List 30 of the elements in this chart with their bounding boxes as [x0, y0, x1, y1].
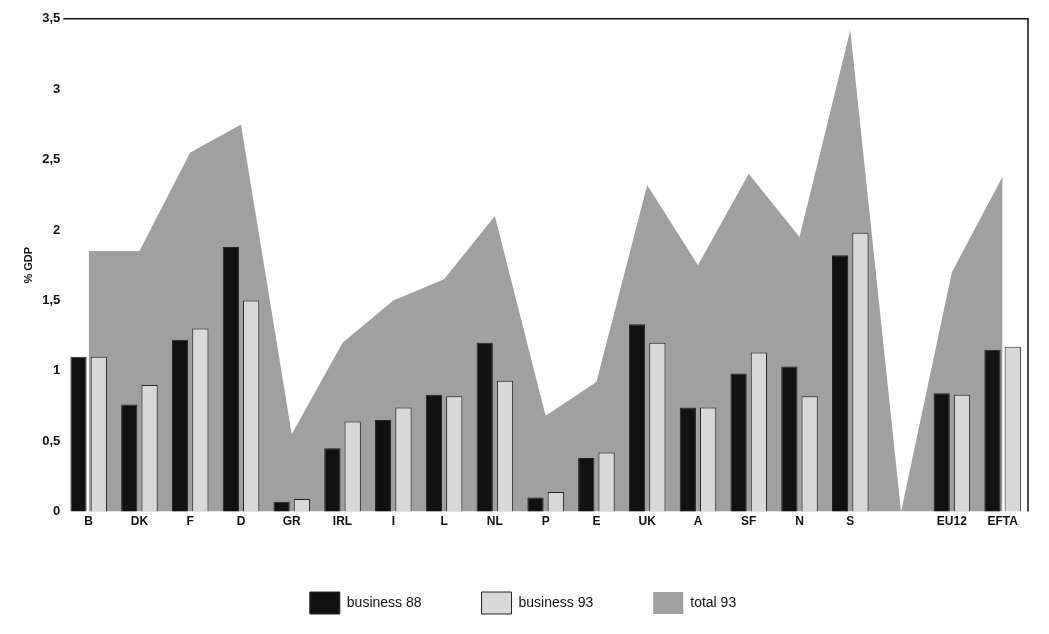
x-tick-label: GR [282, 514, 302, 529]
legend-label: business 88 [346, 593, 422, 610]
y-tick-label: 2,5 [42, 151, 61, 167]
y-tick-label: 3 [53, 80, 61, 96]
x-tick-label: I [391, 514, 395, 529]
x-tick-label: EFTA [987, 514, 1019, 529]
y-tick-label: 3,5 [42, 10, 61, 26]
y-tick-label: 0 [53, 503, 61, 519]
y-tick-label: 2 [53, 221, 61, 237]
x-tick-label: NL [486, 514, 503, 529]
y-axis-title: % GDP [21, 246, 34, 284]
x-tick-label: P [541, 514, 550, 529]
x-tick-label: EU12 [936, 514, 968, 529]
x-tick-label: DK [130, 514, 149, 529]
x-tick-label: L [440, 514, 448, 529]
x-tick-label: N [795, 514, 804, 529]
x-tick-label: F [186, 514, 194, 529]
x-tick-label: D [236, 514, 246, 529]
x-tick-label: B [84, 514, 94, 529]
x-tick-label: E [592, 514, 601, 529]
y-tick-label: 1,5 [42, 291, 61, 307]
x-tick-label: S [846, 514, 855, 529]
legend-label: business 93 [518, 593, 594, 610]
y-tick-label: 0,5 [42, 432, 61, 448]
x-tick-label: IRL [332, 514, 353, 529]
legend-label: total 93 [690, 593, 737, 610]
x-tick-label: UK [638, 514, 657, 529]
y-tick-label: 1 [53, 362, 61, 378]
x-tick-label: A [693, 514, 703, 529]
x-tick-label: SF [741, 514, 757, 529]
